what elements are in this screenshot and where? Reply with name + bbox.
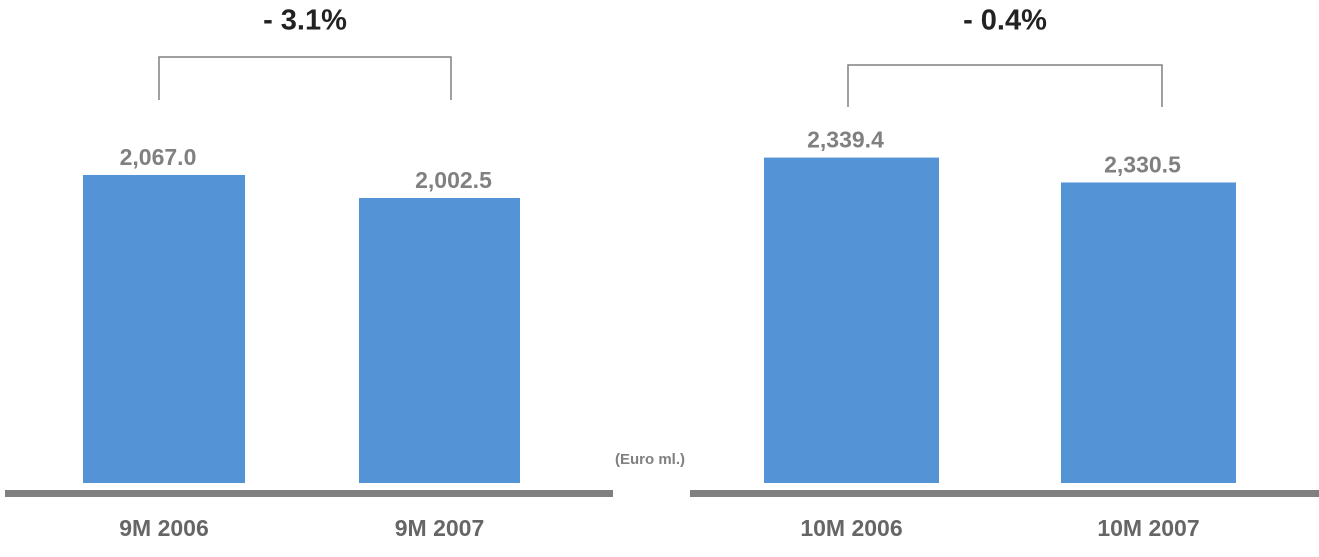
bar xyxy=(1061,182,1236,483)
baseline xyxy=(5,490,613,497)
change-label: - 0.4% xyxy=(963,5,1047,37)
bar xyxy=(83,174,245,483)
value-label: 2,002.5 xyxy=(415,167,492,193)
bracket xyxy=(847,64,1163,107)
bracket xyxy=(158,56,452,100)
value-label: 2,339.4 xyxy=(807,127,884,153)
x-tick-label: 10M 2007 xyxy=(1097,515,1199,541)
baseline xyxy=(690,490,1319,497)
value-label: 2,067.0 xyxy=(120,144,197,170)
x-tick-label: 9M 2007 xyxy=(395,515,485,541)
x-tick-label: 10M 2006 xyxy=(800,515,902,541)
bar xyxy=(359,197,520,483)
change-label: - 3.1% xyxy=(263,5,347,37)
bar xyxy=(764,157,939,483)
value-label: 2,330.5 xyxy=(1104,152,1181,178)
units-label: (Euro ml.) xyxy=(615,451,685,468)
x-tick-label: 9M 2006 xyxy=(119,515,209,541)
